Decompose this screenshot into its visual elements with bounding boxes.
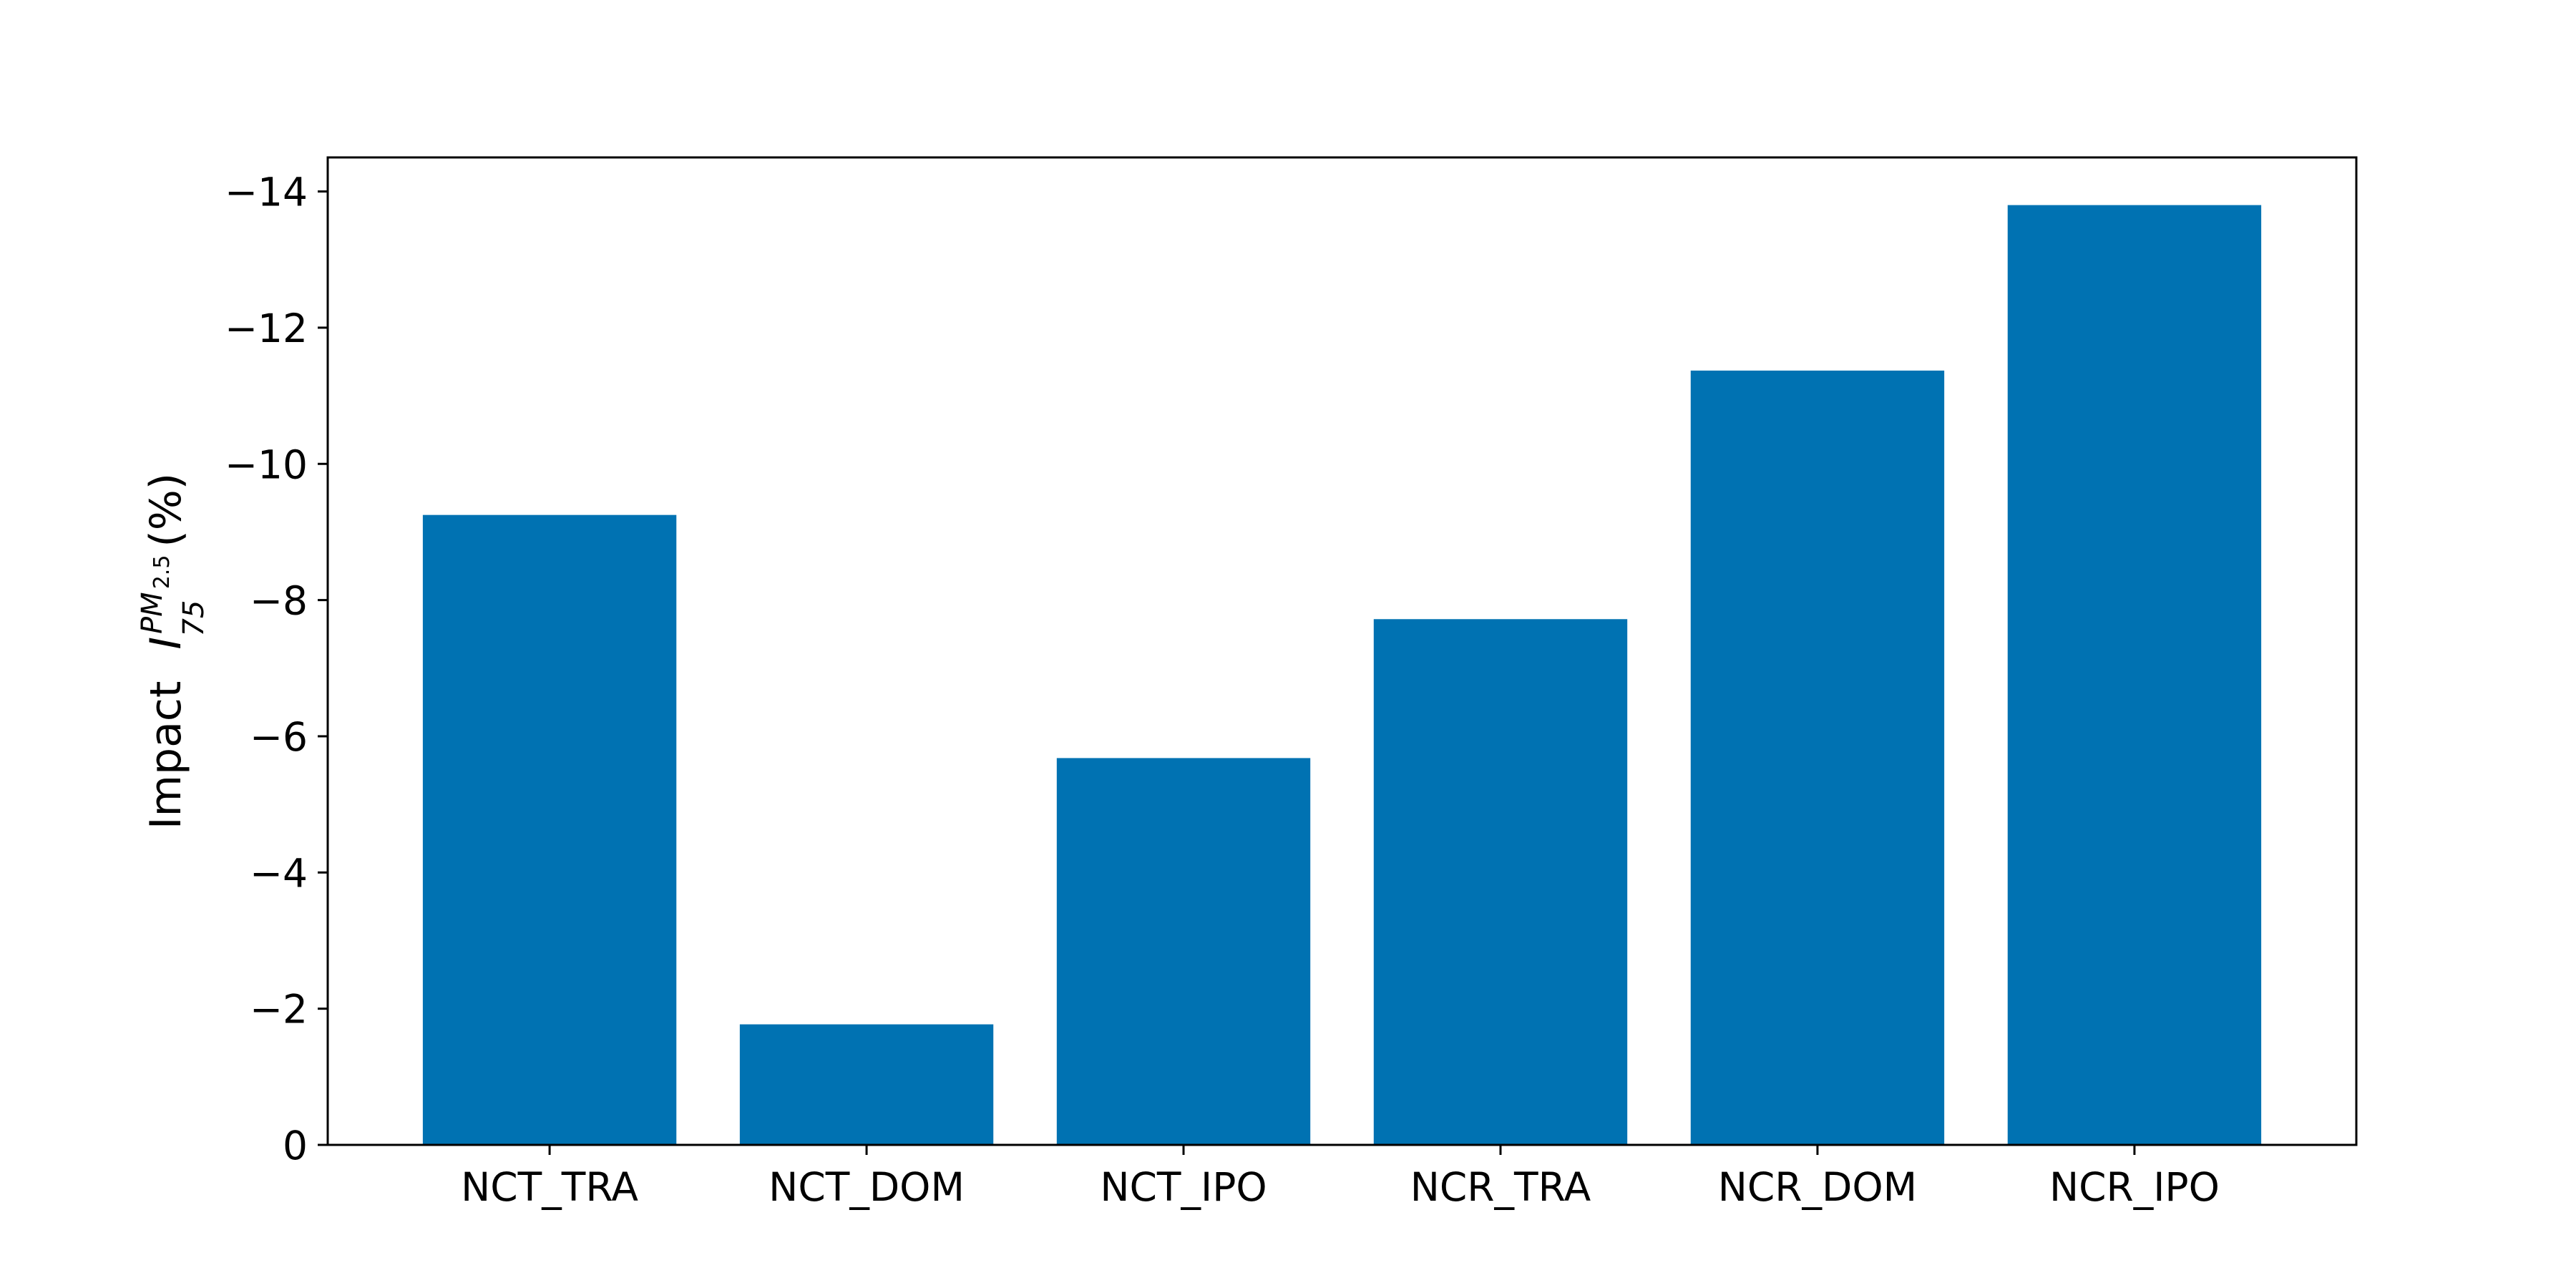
x-tick-label: NCT_TRA [461,1164,638,1210]
y-tick-label: −4 [250,850,308,896]
bar-ncr-dom [1690,370,1945,1145]
y-tick-label: −12 [225,306,308,351]
y-axis: 0 −2 −4 −6 −8 −10 −12 −14 [225,170,328,1169]
y-axis-label-superscript-sub: 2.5 [150,555,175,590]
y-axis-label-unit: (%) [141,473,191,547]
x-tick-label: NCT_DOM [769,1164,965,1210]
y-axis-label-prefix: Impact [141,681,191,830]
y-tick-label: −2 [250,987,308,1033]
y-axis-label-subscript: 75 [177,600,210,637]
x-tick-label: NCR_DOM [1718,1164,1917,1210]
y-tick-label: −10 [225,441,308,487]
y-axis-label-symbol: I [141,637,191,650]
bar-nct-ipo [1056,758,1311,1145]
bars-group [422,205,2262,1145]
x-tick-label: NCT_IPO [1100,1164,1267,1210]
bar-ncr-ipo [2007,205,2262,1145]
x-tick-label: NCR_IPO [2049,1164,2220,1210]
y-tick-label: −6 [250,714,308,760]
x-axis: NCT_TRA NCT_DOM NCT_IPO NCR_TRA NCR_DOM NCR_I… [461,1145,2220,1210]
plot-frame [326,156,2358,1146]
y-tick-label: −14 [225,170,308,215]
bar-nct-dom [739,1024,994,1145]
bar-nct-tra [422,514,677,1145]
y-tick-label: 0 [283,1123,308,1169]
y-axis-label-superscript: PM [136,592,169,634]
y-axis-label: Impact I PM 2.5 75 (%) [136,473,210,829]
svg-text:Impact I PM: Impact I PM 2.5 75 (%) [136,473,210,829]
bar-ncr-tra [1373,619,1628,1145]
x-tick-label: NCR_TRA [1410,1164,1591,1210]
y-tick-label: −8 [250,578,308,624]
